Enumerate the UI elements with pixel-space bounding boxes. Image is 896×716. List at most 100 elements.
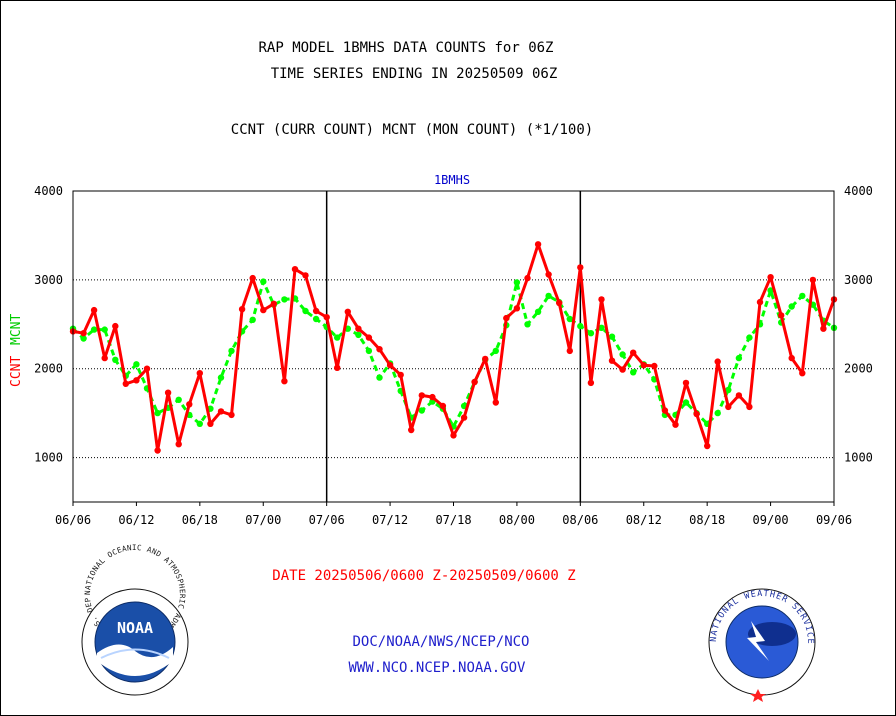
data-point-ccnt xyxy=(186,401,193,408)
x-tick-label: 09/06 xyxy=(816,513,852,527)
data-point-mcnt xyxy=(799,292,806,300)
data-point-ccnt xyxy=(334,364,341,371)
data-point-mcnt xyxy=(735,354,743,362)
data-point-ccnt xyxy=(376,346,383,353)
org-path-label: DOC/NOAA/NWS/NCEP/NCO xyxy=(352,634,529,650)
data-point-ccnt xyxy=(323,314,330,321)
chart-subtitle: CCNT (CURR COUNT) MCNT (MON COUNT) (*1/1… xyxy=(231,122,593,138)
data-point-ccnt xyxy=(154,447,161,454)
x-tick-label: 07/12 xyxy=(372,513,408,527)
data-point-ccnt xyxy=(101,354,108,362)
data-point-mcnt xyxy=(608,333,616,340)
y-tick-label-left: 1000 xyxy=(34,451,63,465)
data-point-ccnt xyxy=(545,271,552,278)
data-point-mcnt xyxy=(260,278,267,285)
data-point-ccnt xyxy=(450,432,457,439)
chart-title-line-1: RAP MODEL 1BMHS DATA COUNTS for 06Z xyxy=(258,40,553,56)
data-point-ccnt xyxy=(122,380,129,387)
data-point-ccnt xyxy=(312,307,320,315)
data-point-ccnt xyxy=(439,402,447,410)
data-point-ccnt xyxy=(344,308,351,315)
y-tick-label-right: 2000 xyxy=(844,362,873,376)
data-point-ccnt xyxy=(355,325,362,332)
y-axis-label-ccnt: CCNT xyxy=(9,356,24,387)
data-point-ccnt xyxy=(418,392,425,399)
data-point-ccnt xyxy=(672,421,679,428)
noaa-wordmark: NOAA xyxy=(117,619,153,637)
data-point-ccnt xyxy=(90,306,98,314)
data-point-ccnt xyxy=(503,314,510,322)
data-point-ccnt xyxy=(809,276,817,284)
x-tick-label: 08/12 xyxy=(626,513,662,527)
data-point-ccnt xyxy=(735,392,743,399)
data-point-mcnt xyxy=(534,308,542,315)
x-tick-labels: 06/06 06/12 06/18 07/00 07/06 07/12 07/18 08/00… xyxy=(55,502,852,527)
data-point-ccnt xyxy=(175,441,182,448)
data-point-ccnt xyxy=(619,366,626,373)
data-point-ccnt xyxy=(492,399,499,406)
data-point-ccnt xyxy=(693,410,700,418)
data-point-ccnt xyxy=(249,274,256,282)
data-point-mcnt xyxy=(587,330,595,337)
panel-label: 1BMHS xyxy=(434,173,470,187)
data-point-ccnt xyxy=(217,408,225,415)
x-tick-label: 08/06 xyxy=(562,513,598,527)
data-point-ccnt xyxy=(238,306,246,313)
y-tick-label-right: 1000 xyxy=(844,451,873,465)
data-point-mcnt xyxy=(334,334,341,341)
data-point-mcnt xyxy=(302,307,309,315)
x-tick-label: 08/18 xyxy=(689,513,725,527)
data-point-ccnt xyxy=(471,378,478,386)
data-point-ccnt xyxy=(630,349,637,356)
data-point-mcnt xyxy=(513,279,521,286)
data-point-ccnt xyxy=(281,378,288,385)
y-tick-label-left: 3000 xyxy=(34,273,63,287)
data-point-ccnt xyxy=(386,362,394,369)
data-point-ccnt xyxy=(524,274,531,282)
data-point-mcnt xyxy=(365,347,373,355)
chart-title-line-2: TIME SERIES ENDING IN 20250509 06Z xyxy=(271,66,558,82)
data-point-mcnt xyxy=(630,369,637,376)
y-tick-label-left: 2000 xyxy=(34,362,63,376)
data-point-mcnt xyxy=(714,409,721,417)
data-point-ccnt xyxy=(598,296,605,303)
data-point-ccnt xyxy=(651,362,658,370)
y-axis-label-mcnt: MCNT xyxy=(9,314,24,345)
data-point-ccnt xyxy=(302,272,309,279)
x-tick-label: 07/18 xyxy=(435,513,471,527)
data-point-ccnt xyxy=(143,365,151,372)
data-point-mcnt xyxy=(682,399,690,406)
data-point-mcnt xyxy=(566,315,573,323)
data-point-ccnt xyxy=(577,264,584,271)
data-point-ccnt xyxy=(587,379,595,387)
data-point-ccnt xyxy=(365,334,373,341)
data-point-mcnt xyxy=(418,407,425,414)
data-point-ccnt xyxy=(513,305,521,312)
data-point-mcnt xyxy=(545,292,552,300)
data-point-ccnt xyxy=(566,347,573,355)
data-point-ccnt xyxy=(608,357,616,364)
data-point-ccnt xyxy=(207,420,214,427)
data-point-ccnt xyxy=(778,312,785,319)
noaa-ring-text: NATIONAL OCEANIC AND ATMOSPHERIC ADMINIS… xyxy=(1,1,187,647)
data-point-ccnt xyxy=(725,403,732,411)
data-point-ccnt xyxy=(534,241,542,248)
data-point-ccnt xyxy=(196,370,203,377)
data-point-ccnt xyxy=(80,330,87,337)
data-point-ccnt xyxy=(270,300,277,307)
data-point-mcnt xyxy=(746,334,753,341)
x-tick-label: 07/00 xyxy=(245,513,281,527)
data-point-ccnt xyxy=(714,358,721,365)
data-point-mcnt xyxy=(249,316,256,323)
data-point-mcnt xyxy=(101,326,108,333)
x-tick-label: 07/06 xyxy=(309,513,345,527)
data-point-ccnt xyxy=(746,403,753,411)
data-point-ccnt xyxy=(788,354,795,362)
data-point-ccnt xyxy=(820,325,827,332)
data-point-ccnt xyxy=(429,393,436,401)
series-layer xyxy=(69,241,838,454)
data-point-mcnt xyxy=(598,324,605,331)
data-point-ccnt xyxy=(756,298,764,306)
data-point-ccnt xyxy=(228,411,235,419)
